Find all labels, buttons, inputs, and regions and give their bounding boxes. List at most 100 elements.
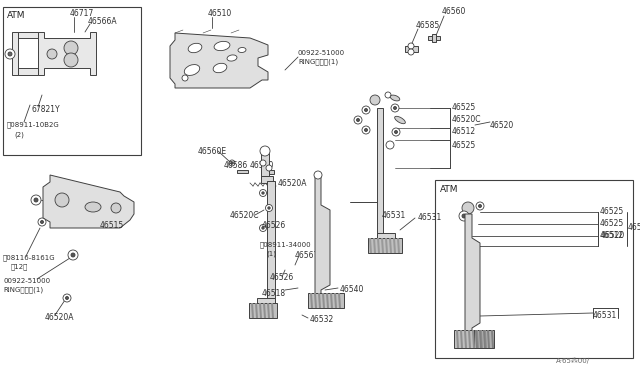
Circle shape bbox=[394, 131, 397, 134]
Circle shape bbox=[266, 205, 273, 212]
Text: 46532: 46532 bbox=[310, 315, 334, 324]
Text: 46510: 46510 bbox=[208, 9, 232, 17]
Circle shape bbox=[266, 165, 272, 171]
Polygon shape bbox=[308, 293, 344, 308]
Polygon shape bbox=[43, 175, 134, 228]
Polygon shape bbox=[271, 303, 274, 318]
Polygon shape bbox=[267, 181, 275, 303]
Polygon shape bbox=[338, 293, 341, 308]
Circle shape bbox=[354, 116, 362, 124]
Circle shape bbox=[260, 146, 270, 156]
Circle shape bbox=[462, 202, 474, 214]
Polygon shape bbox=[18, 68, 38, 75]
Polygon shape bbox=[266, 170, 274, 174]
Polygon shape bbox=[377, 108, 383, 238]
Polygon shape bbox=[310, 293, 313, 308]
Circle shape bbox=[391, 104, 399, 112]
Polygon shape bbox=[479, 330, 482, 348]
Polygon shape bbox=[377, 238, 380, 253]
Circle shape bbox=[71, 253, 75, 257]
Polygon shape bbox=[369, 238, 372, 253]
Text: (2): (2) bbox=[14, 132, 24, 138]
Circle shape bbox=[38, 218, 46, 226]
Polygon shape bbox=[318, 293, 321, 308]
Polygon shape bbox=[377, 233, 395, 241]
Circle shape bbox=[386, 141, 394, 149]
Polygon shape bbox=[405, 46, 418, 52]
Polygon shape bbox=[322, 293, 325, 308]
Polygon shape bbox=[432, 34, 436, 42]
Text: 46526: 46526 bbox=[270, 273, 294, 282]
Polygon shape bbox=[483, 330, 486, 348]
Text: 46525: 46525 bbox=[600, 208, 624, 217]
Circle shape bbox=[394, 106, 397, 109]
Polygon shape bbox=[18, 32, 38, 38]
Circle shape bbox=[63, 294, 71, 302]
Circle shape bbox=[408, 43, 414, 49]
Circle shape bbox=[385, 92, 391, 98]
Text: 46585: 46585 bbox=[416, 20, 440, 29]
Polygon shape bbox=[255, 303, 258, 318]
Polygon shape bbox=[326, 293, 329, 308]
Circle shape bbox=[365, 128, 367, 131]
Text: 46525: 46525 bbox=[452, 141, 476, 150]
Polygon shape bbox=[465, 214, 480, 333]
Polygon shape bbox=[460, 330, 463, 348]
Polygon shape bbox=[464, 330, 467, 348]
Circle shape bbox=[55, 193, 69, 207]
Text: 46520: 46520 bbox=[601, 231, 625, 241]
Circle shape bbox=[362, 126, 370, 134]
Polygon shape bbox=[393, 238, 396, 253]
Circle shape bbox=[31, 195, 41, 205]
Polygon shape bbox=[475, 330, 478, 348]
Circle shape bbox=[40, 221, 44, 224]
Text: 46520: 46520 bbox=[628, 224, 640, 232]
Circle shape bbox=[459, 211, 469, 221]
Ellipse shape bbox=[188, 43, 202, 53]
Polygon shape bbox=[389, 238, 392, 253]
Polygon shape bbox=[480, 330, 483, 348]
Text: 46567: 46567 bbox=[295, 250, 319, 260]
Text: 46540: 46540 bbox=[340, 285, 364, 295]
Polygon shape bbox=[385, 238, 388, 253]
Text: (1): (1) bbox=[266, 251, 276, 257]
Polygon shape bbox=[261, 153, 269, 178]
Text: 46717: 46717 bbox=[70, 10, 94, 19]
Text: ATM: ATM bbox=[440, 186, 458, 195]
Ellipse shape bbox=[214, 41, 230, 51]
Text: 46525: 46525 bbox=[452, 103, 476, 112]
Text: ATM: ATM bbox=[7, 12, 26, 20]
Polygon shape bbox=[368, 238, 402, 253]
Text: 46525: 46525 bbox=[600, 219, 624, 228]
Polygon shape bbox=[381, 238, 384, 253]
Text: 46531: 46531 bbox=[418, 214, 442, 222]
Ellipse shape bbox=[213, 63, 227, 73]
Circle shape bbox=[462, 214, 466, 218]
Text: 46512: 46512 bbox=[600, 231, 624, 241]
Bar bbox=[435, 180, 633, 358]
Ellipse shape bbox=[395, 116, 405, 124]
Text: 46515: 46515 bbox=[100, 221, 124, 231]
Text: 46560E: 46560E bbox=[198, 147, 227, 155]
Polygon shape bbox=[456, 330, 459, 348]
Ellipse shape bbox=[85, 202, 101, 212]
Polygon shape bbox=[251, 303, 254, 318]
Text: 00922-51000: 00922-51000 bbox=[298, 50, 345, 56]
Text: 46518: 46518 bbox=[262, 289, 286, 298]
Circle shape bbox=[231, 162, 233, 164]
Circle shape bbox=[8, 52, 12, 56]
Text: 46512: 46512 bbox=[452, 128, 476, 137]
Circle shape bbox=[259, 189, 266, 196]
Circle shape bbox=[314, 171, 322, 179]
Circle shape bbox=[362, 106, 370, 114]
Polygon shape bbox=[237, 170, 248, 173]
Polygon shape bbox=[472, 330, 475, 348]
Ellipse shape bbox=[184, 65, 200, 76]
Circle shape bbox=[370, 95, 380, 105]
Circle shape bbox=[5, 49, 15, 59]
Polygon shape bbox=[12, 32, 18, 75]
Text: 、12】: 、12】 bbox=[11, 264, 28, 270]
Text: A·65⁂00∕: A·65⁂00∕ bbox=[556, 357, 590, 363]
Polygon shape bbox=[315, 175, 330, 295]
Circle shape bbox=[65, 296, 68, 299]
